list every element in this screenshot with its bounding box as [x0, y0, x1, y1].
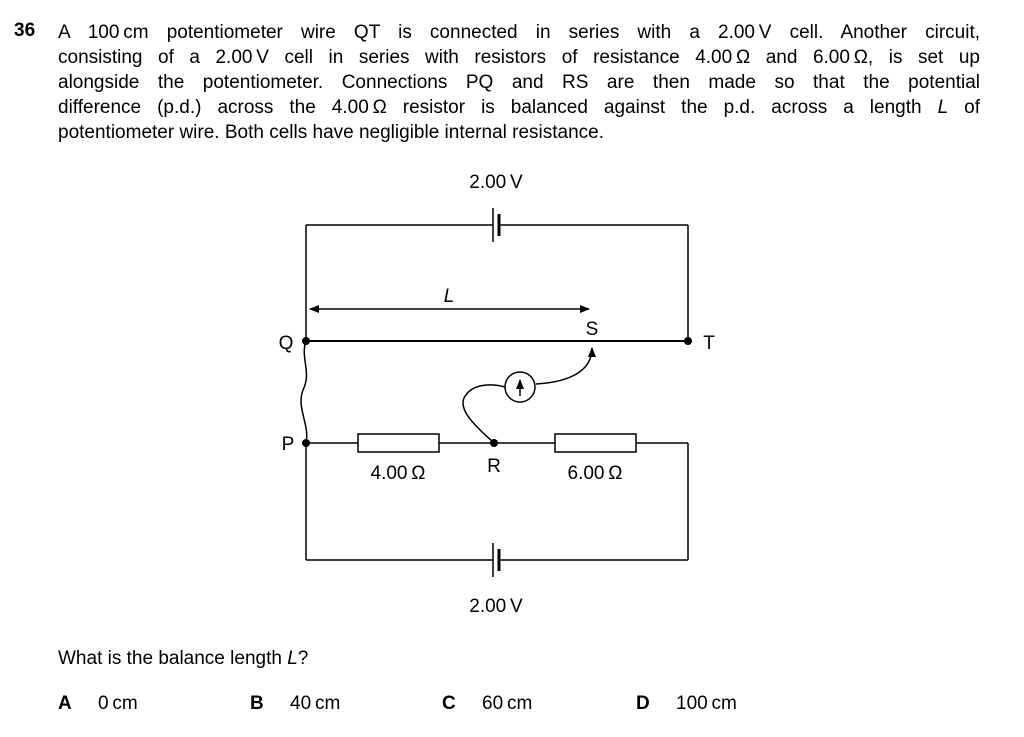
option-d-value: 100 cm: [676, 693, 737, 714]
stem-line-4-end: of: [948, 97, 980, 118]
top-cell-icon: [492, 208, 501, 242]
galvanometer-lead-r: [462, 384, 506, 444]
option-d[interactable]: D 100 cm: [636, 693, 737, 715]
resistor-4-ohm-label: 4.00 Ω: [371, 463, 426, 484]
option-b[interactable]: B 40 cm: [250, 693, 340, 715]
stem-line-3: alongside the potentiometer. Connections…: [58, 72, 980, 93]
option-d-letter: D: [636, 693, 650, 714]
galvanometer: [504, 371, 536, 403]
top-cell-label: 2.00 V: [469, 172, 523, 193]
stem-line-2: consisting of a 2.00 V cell in series wi…: [58, 47, 980, 68]
prompt-text: What is the balance length: [58, 648, 288, 669]
stem-line-4: difference (p.d.) across the 4.00 Ω resi…: [58, 95, 980, 120]
option-a-letter: A: [58, 693, 72, 714]
option-c[interactable]: C 60 cm: [442, 693, 532, 715]
resistor-4-ohm: [357, 433, 440, 453]
prompt-end: ?: [297, 648, 309, 669]
node-r-dot: [490, 439, 498, 447]
prompt-variable: L: [287, 648, 298, 669]
bottom-cell-label: 2.00 V: [469, 596, 523, 617]
top-circuit: [305, 224, 689, 341]
stem-length-variable: L: [937, 97, 949, 118]
length-label: L: [444, 286, 455, 307]
node-s-label: S: [586, 319, 599, 340]
question-number: 36: [14, 20, 36, 41]
slider-contact-s: [535, 347, 596, 385]
option-a[interactable]: A 0 cm: [58, 693, 138, 715]
node-q-label: Q: [279, 333, 294, 354]
option-b-letter: B: [250, 693, 264, 714]
node-r-label: R: [487, 456, 501, 477]
node-t-dot: [684, 337, 692, 345]
resistor-6-ohm: [554, 433, 637, 453]
option-c-value: 60 cm: [482, 693, 533, 714]
question-prompt: What is the balance length L?: [58, 648, 308, 670]
node-p-dot: [302, 439, 310, 447]
node-t-label: T: [703, 333, 715, 354]
bottom-cell-icon: [492, 543, 501, 577]
node-p-label: P: [282, 434, 295, 455]
stem-line-1: A 100 cm potentiometer wire QT is connec…: [58, 22, 980, 43]
stem-line-4-text: difference (p.d.) across the 4.00 Ω resi…: [58, 97, 938, 118]
option-a-value: 0 cm: [98, 693, 138, 714]
option-c-letter: C: [442, 693, 456, 714]
bottom-circuit: [305, 442, 689, 561]
option-b-value: 40 cm: [290, 693, 341, 714]
question-stem: A 100 cm potentiometer wire QT is connec…: [58, 20, 980, 145]
connection-pq: [300, 340, 308, 444]
stem-line-5: potentiometer wire. Both cells have negl…: [58, 122, 605, 143]
resistor-6-ohm-label: 6.00 Ω: [568, 463, 623, 484]
